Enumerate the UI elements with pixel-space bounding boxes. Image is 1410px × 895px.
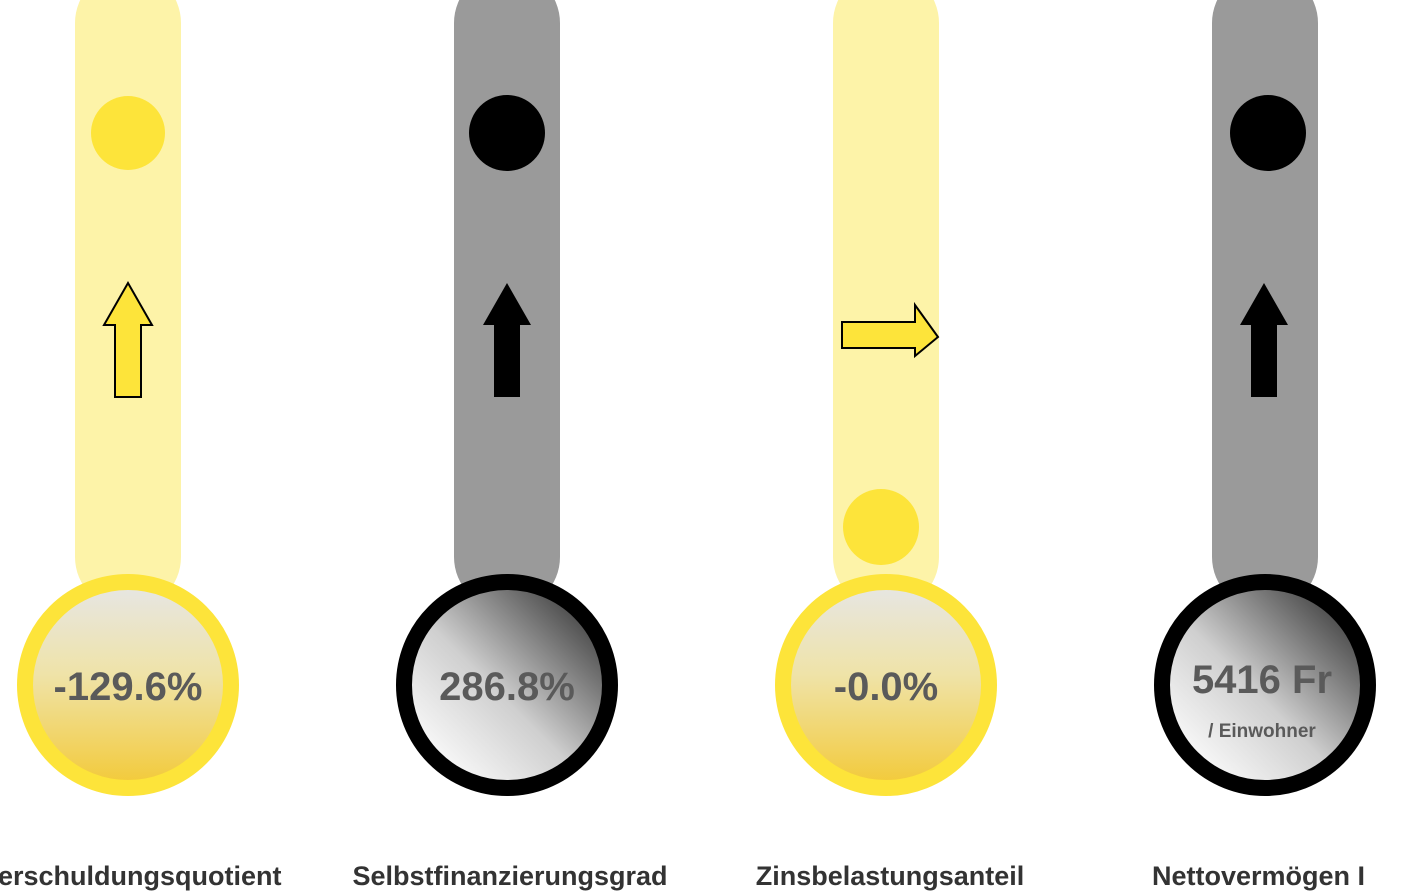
gauge-label: Nettovermögen I — [1152, 861, 1365, 891]
tube — [833, 0, 939, 610]
gauge: -0.0% Zinsbelastungsanteil — [756, 0, 1025, 891]
gauge-value: -129.6% — [54, 665, 203, 709]
indicator-dot — [843, 489, 919, 565]
gauge-label: erschuldungsquotient — [0, 861, 282, 891]
trend-arrow — [1240, 283, 1288, 397]
indicator-dot — [91, 96, 165, 170]
bulb — [1154, 574, 1376, 796]
trend-arrow — [102, 280, 154, 398]
trend-arrow — [483, 283, 531, 397]
gauge-label: Selbstfinanzierungsgrad — [352, 861, 667, 891]
bulb — [775, 574, 997, 796]
gauge-unit: / Einwohner — [1208, 721, 1316, 742]
bulb — [17, 574, 239, 796]
gauge-value: -0.0% — [834, 665, 939, 709]
gauge-label: Zinsbelastungsanteil — [756, 861, 1025, 891]
indicator-dot — [469, 95, 545, 171]
trend-arrow — [841, 301, 940, 359]
gauge: 286.8% Selbstfinanzierungsgrad — [352, 0, 668, 891]
gauge: 5416 Fr / Einwohner Nettovermögen I — [1152, 0, 1376, 891]
bulb — [396, 574, 618, 796]
gauge-value: 5416 Fr — [1192, 658, 1332, 702]
gauge-value: 286.8% — [439, 665, 575, 709]
gauge: -129.6% erschuldungsquotient — [0, 0, 282, 891]
indicator-dot — [1230, 95, 1306, 171]
